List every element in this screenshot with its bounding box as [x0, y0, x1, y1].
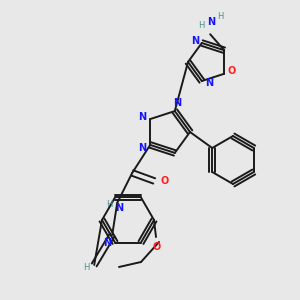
Text: N: N	[115, 203, 123, 213]
Text: N: N	[138, 143, 146, 153]
Text: N: N	[205, 78, 213, 88]
Text: N: N	[138, 112, 146, 122]
Text: N: N	[173, 98, 181, 108]
Text: O: O	[227, 66, 235, 76]
Text: N: N	[191, 36, 199, 46]
Text: H: H	[106, 200, 112, 209]
Text: N: N	[103, 238, 111, 248]
Text: H: H	[198, 21, 204, 30]
Text: O: O	[160, 176, 168, 186]
Text: N: N	[207, 17, 215, 27]
Text: H: H	[217, 12, 224, 21]
Text: O: O	[153, 242, 161, 252]
Text: H: H	[83, 263, 89, 272]
